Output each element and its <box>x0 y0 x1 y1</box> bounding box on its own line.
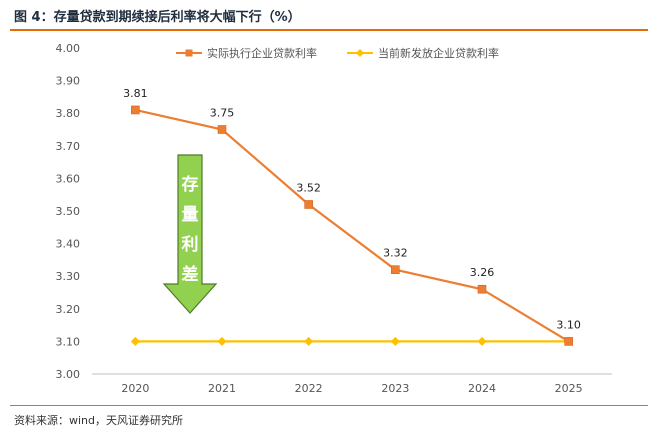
legend-marker-square <box>185 49 193 57</box>
source-note: 资料来源：wind，天风证券研究所 <box>14 414 184 427</box>
data-point-diamond <box>304 336 314 346</box>
line-chart: 实际执行企业贷款利率 当前新发放企业贷款利率 3.003.103.203.303.… <box>56 42 612 395</box>
figure-title: 图 4：存量贷款到期续接后利率将大幅下行（%） <box>14 10 301 25</box>
arrow-text-char: 差 <box>182 264 199 285</box>
y-axis: 3.00 3.10 3.20 3.30 3.40 3.50 3.60 3.70 3.80 3.90… <box>56 42 81 381</box>
x-tick-label: 2020 <box>121 382 149 395</box>
y-tick-label: 3.40 <box>56 238 81 251</box>
chart-legend: 实际执行企业贷款利率 当前新发放企业贷款利率 <box>176 46 499 60</box>
y-tick-label: 3.10 <box>56 335 81 348</box>
x-tick-label: 2021 <box>208 382 236 395</box>
title-divider <box>10 29 648 31</box>
down-arrow-shape <box>162 154 218 314</box>
data-point-square <box>217 125 227 134</box>
y-tick-label: 3.70 <box>56 140 81 153</box>
y-tick-label: 3.00 <box>56 368 81 381</box>
data-label: 3.32 <box>383 247 408 260</box>
y-tick-label: 3.80 <box>56 107 81 120</box>
x-axis: 2020 2021 2022 2023 2024 2025 <box>92 373 612 395</box>
data-point-diamond <box>477 336 487 346</box>
y-tick-label: 3.60 <box>56 172 81 185</box>
data-point-square <box>391 265 400 274</box>
data-point-diamond <box>130 336 140 346</box>
series-group: 3.81 3.75 3.52 3.32 3.26 3.10 <box>123 87 581 346</box>
arrow-text-char: 量 <box>182 204 199 225</box>
data-label: 3.10 <box>556 318 581 331</box>
data-label: 3.52 <box>296 181 321 194</box>
x-tick-label: 2022 <box>295 382 323 395</box>
data-point-square <box>564 337 573 346</box>
legend-label: 当前新发放企业贷款利率 <box>378 46 499 60</box>
data-point-diamond <box>390 336 400 346</box>
arrow-text-char: 存 <box>182 174 199 195</box>
data-point-diamond <box>217 336 227 346</box>
y-tick-label: 3.20 <box>56 303 81 316</box>
y-tick-label: 3.30 <box>56 270 81 283</box>
y-tick-label: 4.00 <box>56 42 81 55</box>
data-label: 3.26 <box>470 266 495 279</box>
footer-divider <box>10 405 648 406</box>
legend-marker-diamond <box>356 49 364 57</box>
x-tick-label: 2024 <box>468 382 496 395</box>
arrow-text-char: 利 <box>182 234 199 255</box>
x-tick-label: 2025 <box>555 382 583 395</box>
data-point-square <box>131 105 140 115</box>
data-label: 3.81 <box>123 87 148 100</box>
data-label: 3.75 <box>210 107 235 120</box>
series-line-0 <box>135 108 570 343</box>
legend-label: 实际执行企业贷款利率 <box>207 46 317 60</box>
y-tick-label: 3.90 <box>56 75 81 88</box>
data-point-square <box>477 284 487 294</box>
y-tick-label: 3.50 <box>56 205 81 218</box>
x-tick-label: 2023 <box>381 382 409 395</box>
data-point-square <box>304 200 313 209</box>
